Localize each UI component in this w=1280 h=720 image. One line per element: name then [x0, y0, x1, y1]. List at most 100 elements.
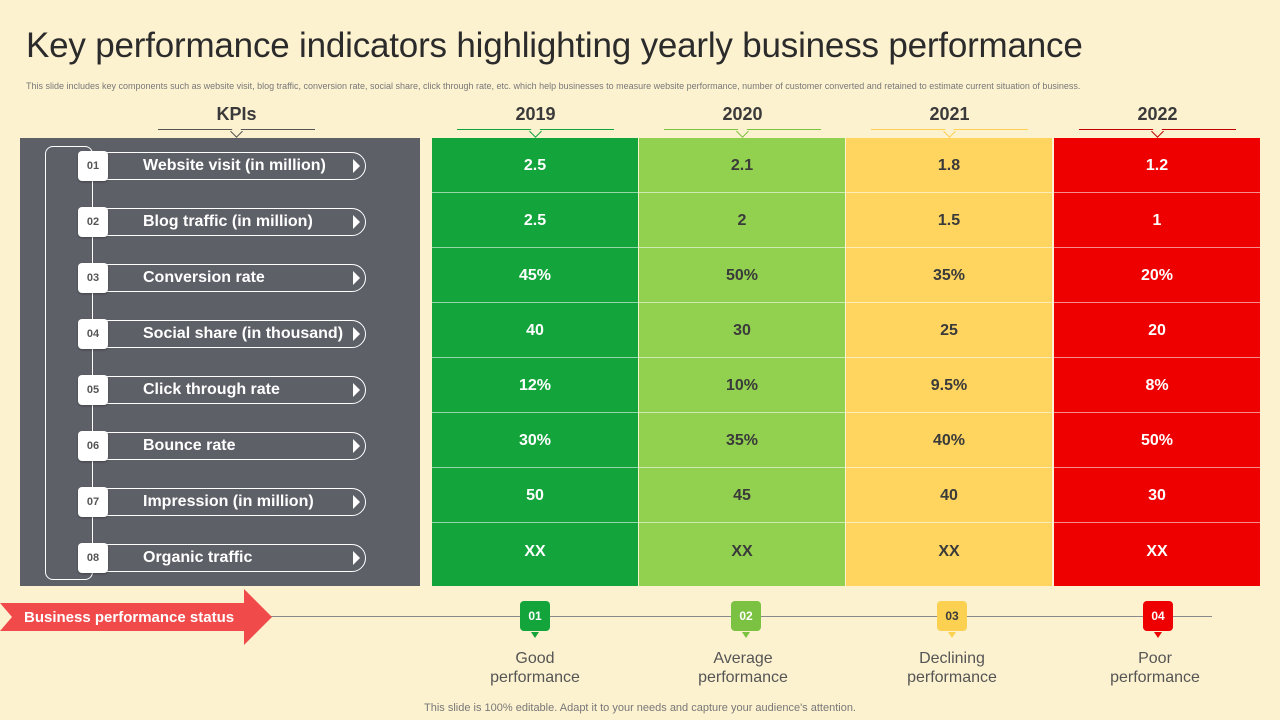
- kpis-header-label: KPIs: [216, 104, 257, 124]
- kpi-row-click-through-rate[interactable]: Click through rate 05: [78, 375, 366, 405]
- status-arrow-shape: [0, 589, 272, 645]
- legend-label-line2: performance: [907, 669, 997, 686]
- kpi-label: Social share (in thousand): [143, 325, 344, 342]
- kpi-number: 01: [78, 151, 108, 181]
- value-cell: 20%: [1054, 248, 1260, 303]
- kpi-row-social-share[interactable]: Social share (in thousand) 04: [78, 319, 366, 349]
- value-cell: XX: [1146, 543, 1168, 560]
- kpi-label: Click through rate: [143, 381, 280, 398]
- page-subtitle: This slide includes key components such …: [26, 81, 1081, 91]
- value-cell: 10%: [639, 358, 845, 413]
- kpi-number: 06: [78, 431, 108, 461]
- legend-label-line2: performance: [490, 669, 580, 686]
- year-header-label: 2022: [1137, 104, 1178, 124]
- value-cell: 12%: [432, 358, 638, 413]
- year-header-2022: 2022: [1079, 104, 1236, 138]
- year-header-label: 2021: [929, 104, 970, 124]
- year-header-2021: 2021: [871, 104, 1028, 138]
- year-header-2019: 2019: [457, 104, 614, 138]
- legend-number: 01: [528, 609, 542, 623]
- value-cell: 2.5: [432, 138, 638, 193]
- year-column-2021: 1.8 1.5 35% 25 9.5% 40% 40 XX: [846, 138, 1052, 586]
- page-title: Key performance indicators highlighting …: [26, 26, 1083, 65]
- legend-number: 02: [739, 609, 753, 623]
- kpi-number: 03: [78, 263, 108, 293]
- down-pointer-icon: [742, 632, 750, 638]
- value-cell: 1.2: [1054, 138, 1260, 193]
- year-column-2019: 2.5 2.5 45% 40 12% 30% 50 XX: [432, 138, 638, 586]
- kpi-row-website-visit[interactable]: Website visit (in million) 01: [78, 151, 366, 181]
- legend-badge-declining: 03: [937, 601, 967, 638]
- legend-number: 03: [945, 609, 959, 623]
- value-cell: 2.1: [639, 138, 845, 193]
- kpi-label: Conversion rate: [143, 269, 265, 286]
- play-arrow-icon: [353, 439, 360, 453]
- kpi-row-impression[interactable]: Impression (in million) 07: [78, 487, 366, 517]
- legend-label-line1: Average: [713, 650, 773, 667]
- down-pointer-icon: [531, 632, 539, 638]
- legend-label-line1: Declining: [919, 650, 985, 667]
- value-cell: 30: [1054, 468, 1260, 523]
- value-cell: 40: [846, 468, 1052, 523]
- kpi-label: Blog traffic (in million): [143, 213, 313, 230]
- value-cell: 50%: [639, 248, 845, 303]
- play-arrow-icon: [353, 327, 360, 341]
- value-cell: XX: [524, 543, 546, 560]
- play-arrow-icon: [353, 159, 360, 173]
- value-cell: 50%: [1054, 413, 1260, 468]
- value-cell: 8%: [1054, 358, 1260, 413]
- year-header-notch: [735, 125, 749, 138]
- kpi-row-bounce-rate[interactable]: Bounce rate 06: [78, 431, 366, 461]
- value-cell: 45%: [432, 248, 638, 303]
- value-cell: 25: [846, 303, 1052, 358]
- value-cell: 2.5: [432, 193, 638, 248]
- year-column-2022: 1.2 1 20% 20 8% 50% 30 XX: [1054, 138, 1260, 586]
- kpi-label: Bounce rate: [143, 437, 236, 454]
- value-cell: 1.8: [846, 138, 1052, 193]
- kpi-row-blog-traffic[interactable]: Blog traffic (in million) 02: [78, 207, 366, 237]
- kpi-number: 02: [78, 207, 108, 237]
- legend-badge-good: 01: [520, 601, 550, 638]
- kpis-header-notch: [229, 125, 243, 138]
- legend-label-declining: Declining performance: [882, 649, 1022, 687]
- year-header-2020: 2020: [664, 104, 821, 138]
- year-header-label: 2020: [722, 104, 763, 124]
- kpi-number: 07: [78, 487, 108, 517]
- year-column-2020: 2.1 2 50% 30 10% 35% 45 XX: [639, 138, 845, 586]
- value-cell: 30%: [432, 413, 638, 468]
- year-header-notch: [942, 125, 956, 138]
- year-header-label: 2019: [515, 104, 556, 124]
- value-cell: 45: [639, 468, 845, 523]
- kpi-row-organic-traffic[interactable]: Organic traffic 08: [78, 543, 366, 573]
- year-header-notch: [1150, 125, 1164, 138]
- kpis-header: KPIs: [158, 104, 315, 138]
- value-cell: 30: [639, 303, 845, 358]
- kpi-number: 04: [78, 319, 108, 349]
- value-cell: 1: [1054, 193, 1260, 248]
- legend-label-good: Good performance: [465, 649, 605, 687]
- value-cell: 35%: [846, 248, 1052, 303]
- value-cell: 50: [432, 468, 638, 523]
- kpi-number: 08: [78, 543, 108, 573]
- play-arrow-icon: [353, 271, 360, 285]
- kpi-bracket: [45, 146, 93, 580]
- value-cell: 35%: [639, 413, 845, 468]
- footer-note: This slide is 100% editable. Adapt it to…: [424, 702, 856, 714]
- value-cell: 9.5%: [846, 358, 1052, 413]
- play-arrow-icon: [353, 215, 360, 229]
- kpi-row-conversion-rate[interactable]: Conversion rate 03: [78, 263, 366, 293]
- legend-label-line2: performance: [1110, 669, 1200, 686]
- legend-label-line1: Good: [515, 650, 555, 667]
- value-cell: 20: [1054, 303, 1260, 358]
- year-header-notch: [528, 125, 542, 138]
- legend-badge-average: 02: [731, 601, 761, 638]
- legend-number: 04: [1151, 609, 1165, 623]
- kpi-label: Impression (in million): [143, 493, 314, 510]
- legend-badge-poor: 04: [1143, 601, 1173, 638]
- value-cell: 40: [432, 303, 638, 358]
- down-pointer-icon: [948, 632, 956, 638]
- play-arrow-icon: [353, 383, 360, 397]
- kpi-label: Organic traffic: [143, 549, 253, 566]
- down-pointer-icon: [1154, 632, 1162, 638]
- kpi-number: 05: [78, 375, 108, 405]
